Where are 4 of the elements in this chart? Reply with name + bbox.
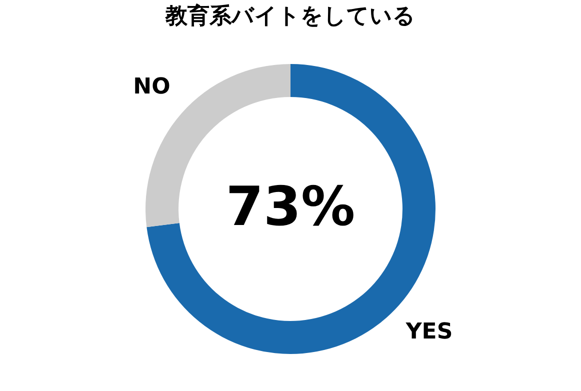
slice-label: NO bbox=[133, 74, 170, 100]
slice-label: YES bbox=[404, 319, 453, 344]
chart-title: 教育系バイトをしている bbox=[164, 3, 416, 29]
text: 73% bbox=[226, 175, 356, 238]
